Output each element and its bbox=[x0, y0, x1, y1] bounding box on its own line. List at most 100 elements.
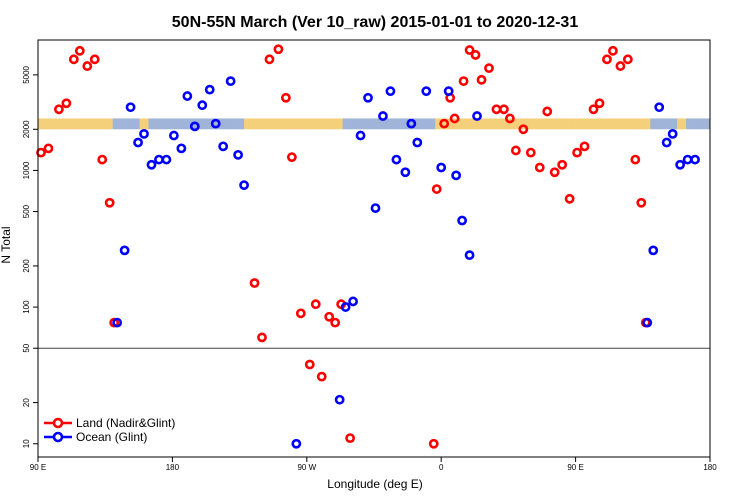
series-land bbox=[36, 44, 651, 449]
data-point bbox=[484, 63, 494, 74]
band-segment bbox=[40, 118, 45, 130]
data-point bbox=[602, 54, 612, 65]
band-segment bbox=[402, 118, 406, 130]
data-point bbox=[615, 61, 626, 71]
x-tick-label: 90 E bbox=[30, 463, 46, 472]
band-segment bbox=[668, 118, 672, 130]
band-segment bbox=[127, 118, 131, 130]
band-segment bbox=[259, 118, 263, 130]
data-point bbox=[542, 106, 553, 117]
data-point bbox=[385, 86, 396, 97]
data-point bbox=[74, 45, 85, 56]
band-segment bbox=[641, 118, 645, 130]
band-segment bbox=[698, 118, 702, 130]
band-segment bbox=[178, 118, 182, 130]
band-segment bbox=[497, 118, 502, 130]
band-segment bbox=[635, 118, 639, 130]
data-point bbox=[504, 113, 515, 124]
band-segment bbox=[160, 118, 164, 130]
band-segment bbox=[61, 118, 66, 130]
data-point bbox=[168, 130, 179, 141]
band-segment bbox=[318, 118, 323, 130]
band-segment bbox=[695, 118, 699, 130]
band-segment bbox=[175, 118, 179, 130]
band-segment bbox=[503, 118, 508, 130]
data-point bbox=[97, 154, 108, 165]
band-segment bbox=[536, 118, 541, 130]
band-segment bbox=[701, 118, 705, 130]
data-point bbox=[675, 159, 686, 170]
band-segment bbox=[426, 118, 430, 130]
band-segment bbox=[683, 118, 687, 130]
band-segment bbox=[381, 118, 385, 130]
band-segment bbox=[241, 118, 245, 130]
data-point bbox=[451, 170, 462, 181]
band-segment bbox=[602, 118, 606, 130]
band-segment bbox=[692, 118, 696, 130]
band-segment bbox=[360, 118, 364, 130]
legend-label: Land (Nadir&Glint) bbox=[76, 416, 175, 430]
y-tick-label: 1000 bbox=[22, 161, 31, 179]
data-point bbox=[464, 250, 475, 261]
band-segment bbox=[390, 118, 394, 130]
band-segment bbox=[465, 118, 469, 130]
data-point bbox=[518, 124, 529, 135]
data-point bbox=[642, 317, 653, 328]
data-point bbox=[491, 104, 502, 115]
data-point bbox=[36, 147, 46, 158]
data-point bbox=[458, 76, 469, 87]
data-point bbox=[239, 180, 249, 191]
band-segment bbox=[375, 118, 379, 130]
band-segment bbox=[169, 118, 173, 130]
band-segment bbox=[593, 118, 597, 130]
band-segment bbox=[166, 118, 170, 130]
data-point bbox=[534, 162, 545, 173]
band-segment bbox=[617, 118, 621, 130]
data-point bbox=[661, 137, 672, 148]
band-segment bbox=[614, 118, 618, 130]
band-segment bbox=[291, 118, 296, 130]
band-segment bbox=[333, 118, 337, 130]
band-segment bbox=[599, 118, 603, 130]
data-point bbox=[119, 245, 130, 256]
band-segment bbox=[106, 118, 110, 130]
data-point bbox=[154, 154, 164, 165]
data-point bbox=[182, 91, 193, 101]
data-point bbox=[636, 197, 647, 208]
band-segment bbox=[491, 118, 496, 130]
band-segment bbox=[429, 118, 433, 130]
band-segment bbox=[480, 118, 484, 130]
band-segment bbox=[584, 118, 588, 130]
band-segment bbox=[238, 118, 242, 130]
data-point bbox=[470, 50, 481, 60]
data-point bbox=[525, 147, 536, 158]
legend-marker bbox=[52, 431, 64, 443]
band-segment bbox=[136, 118, 140, 130]
band-segment bbox=[336, 118, 340, 130]
band-segment bbox=[462, 118, 466, 130]
data-point bbox=[324, 311, 335, 322]
band-segment bbox=[199, 118, 203, 130]
band-segment bbox=[518, 118, 523, 130]
data-point bbox=[176, 143, 187, 154]
band-segment bbox=[85, 118, 90, 130]
y-tick-label: 5000 bbox=[22, 65, 31, 83]
data-point bbox=[286, 152, 297, 163]
band-segment bbox=[704, 118, 708, 130]
data-point bbox=[443, 86, 454, 97]
band-segment bbox=[647, 118, 651, 130]
data-point bbox=[549, 167, 560, 178]
band-segment bbox=[103, 118, 107, 130]
data-point bbox=[304, 359, 315, 370]
data-point bbox=[139, 129, 149, 139]
band-segment bbox=[88, 118, 93, 130]
band-segment bbox=[590, 118, 594, 130]
x-axis-label: Longitude (deg E) bbox=[327, 477, 422, 491]
x-tick-label: 0 bbox=[439, 463, 444, 472]
band-segment bbox=[250, 118, 254, 130]
band-segment bbox=[408, 118, 412, 130]
band-segment bbox=[306, 118, 311, 130]
band-segment bbox=[121, 118, 125, 130]
data-point bbox=[690, 154, 700, 165]
data-point bbox=[146, 159, 157, 170]
